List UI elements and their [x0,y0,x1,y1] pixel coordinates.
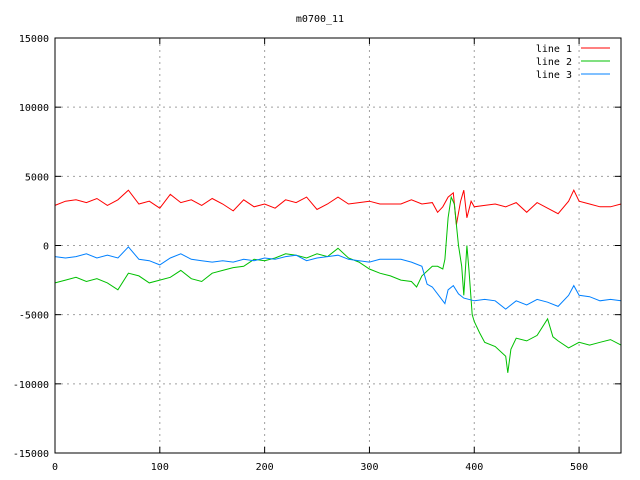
grid [55,38,621,453]
chart-title: m0700_11 [296,14,344,25]
y-tick-label: 0 [43,242,49,253]
y-tick-label: -10000 [13,380,49,391]
x-tick-label: 200 [256,462,274,473]
plot-border [54,37,622,454]
y-tick-label: 10000 [19,103,49,114]
legend-bg [530,65,570,77]
legend-label: line 1 [536,44,572,55]
axis-ticks: 0 100 200 300 400 500 -15000 -10000 -5000 0 5000 10… [13,34,621,473]
x-tick-label: 100 [151,462,169,473]
legend: line 1 line 2 line 3 [530,39,610,81]
y-tick-label: -5000 [19,311,49,322]
series-lines [54,189,622,373]
legend-bg [530,39,570,51]
series-line-3 [54,246,622,310]
x-tick-label: 0 [52,462,58,473]
series-line-1 [54,189,622,225]
legend-bg [530,52,570,64]
x-tick-label: 500 [570,462,588,473]
x-tick-label: 400 [465,462,483,473]
y-tick-label: -15000 [13,449,49,460]
legend-label: line 3 [536,70,572,81]
series-line-2 [54,195,622,373]
x-tick-label: 300 [360,462,378,473]
legend-label: line 2 [536,57,572,68]
y-tick-label: 5000 [25,172,49,183]
y-tick-label: 15000 [19,34,49,45]
